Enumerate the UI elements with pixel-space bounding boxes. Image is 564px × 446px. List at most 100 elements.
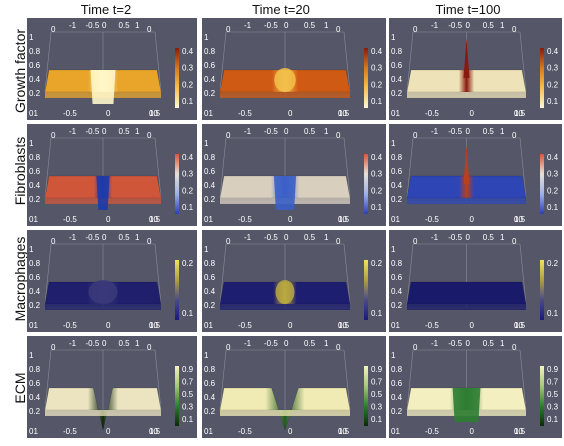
panel-background bbox=[202, 336, 386, 438]
y-axis-tick-label: 0.6 bbox=[391, 61, 403, 70]
colorbar-tick-label: 0.1 bbox=[547, 203, 559, 212]
bottom-axis-tick-label: -0.5 bbox=[63, 321, 77, 330]
colorbar-tick-label: 0.5 bbox=[182, 390, 194, 399]
y-axis-tick-label: 0.8 bbox=[204, 47, 216, 56]
top-axis-tick-label: -1 bbox=[69, 233, 77, 242]
colorbar bbox=[540, 48, 544, 108]
top-axis-tick-label: 0.5 bbox=[304, 339, 316, 348]
colorbar-tick-label: 0.4 bbox=[182, 153, 194, 162]
top-axis-tick-label: -0.5 bbox=[448, 127, 462, 136]
panel-background bbox=[202, 18, 386, 120]
top-axis-tick-label: 0.5 bbox=[119, 233, 131, 242]
bottom-axis-tick-label: 10 bbox=[514, 427, 523, 436]
top-axis-tick-label: 0 bbox=[336, 343, 341, 352]
top-axis-tick-label: 0 bbox=[147, 237, 152, 246]
bottom-axis-tick-label: 0 bbox=[470, 109, 475, 118]
surface-plot-svg: 0.20.1-1 -0.5 0 0.5 10 010.80.60.40.201 -0.5 0 0… bbox=[389, 230, 562, 332]
bottom-axis-tick-label: 01 bbox=[391, 321, 400, 330]
bottom-axis-tick-label: 01 bbox=[391, 427, 400, 436]
bottom-axis-tick-label: 01 bbox=[29, 109, 38, 118]
colorbar-tick-label: 0.1 bbox=[182, 97, 194, 106]
y-axis-tick-label: 0.2 bbox=[29, 195, 41, 204]
bottom-axis-tick-label: 01 bbox=[204, 427, 213, 436]
colorbar-tick-label: 0.2 bbox=[547, 186, 559, 195]
bottom-axis-tick-label: 10 bbox=[514, 109, 523, 118]
y-axis-tick-label: 0.2 bbox=[204, 301, 216, 310]
y-axis-tick-label: 0.4 bbox=[204, 393, 216, 402]
y-axis-tick-label: 0.4 bbox=[391, 181, 403, 190]
surface-plot-svg: 0.40.30.20.1-1 -0.5 0 0.5 10 010.80.60.40.201… bbox=[202, 124, 386, 226]
y-axis-tick-label: 1 bbox=[204, 245, 209, 254]
top-axis-tick-label: 0 bbox=[466, 233, 471, 242]
bottom-axis-tick-label: 01 bbox=[204, 109, 213, 118]
panel-background bbox=[389, 18, 562, 120]
surface-front-face bbox=[220, 92, 350, 98]
bottom-axis-tick-label: 01 bbox=[204, 321, 213, 330]
top-axis-tick-label: 0 bbox=[512, 25, 517, 34]
colorbar-tick-label: 0.3 bbox=[371, 170, 383, 179]
y-axis-tick-label: 0.2 bbox=[391, 195, 403, 204]
y-axis-tick-label: 0.2 bbox=[204, 407, 216, 416]
bottom-axis-tick-label: 0.5 bbox=[338, 427, 350, 436]
column-title: Time t=20 bbox=[252, 2, 310, 17]
colorbar-tick-label: 0.1 bbox=[182, 415, 194, 424]
y-axis-tick-label: 0.4 bbox=[391, 75, 403, 84]
top-axis-tick-label: 1 bbox=[135, 127, 140, 136]
top-axis-tick-label: 0 bbox=[147, 343, 152, 352]
top-axis-tick-label: 0 bbox=[284, 339, 289, 348]
axis-grid-line bbox=[219, 349, 227, 411]
colorbar-tick-label: 0.5 bbox=[547, 390, 559, 399]
y-axis-tick-label: 0.4 bbox=[29, 393, 41, 402]
colorbar-tick-label: 0.3 bbox=[182, 170, 194, 179]
bottom-axis-tick-label: 0 bbox=[470, 215, 475, 224]
colorbar-tick-label: 0.2 bbox=[182, 259, 194, 268]
center-dip bbox=[273, 176, 297, 210]
axis-grid-line bbox=[44, 31, 52, 93]
row-title: ECM bbox=[12, 372, 28, 404]
top-axis-tick-label: 0.5 bbox=[304, 127, 316, 136]
top-axis-tick-label: -1 bbox=[69, 21, 77, 30]
colorbar-tick-label: 0.1 bbox=[547, 309, 559, 318]
top-axis-tick-label: 0.5 bbox=[304, 233, 316, 242]
top-axis-tick-label: 0 bbox=[284, 21, 289, 30]
top-axis-tick-label: 1 bbox=[324, 233, 329, 242]
axis-grid-line bbox=[44, 349, 52, 411]
y-axis-tick-label: 0.2 bbox=[29, 407, 41, 416]
colorbar bbox=[175, 48, 179, 108]
surface-plot-panel: 0.4 0.3 0.2 0.1 -1 -0.5 0 0.5 1 0 0 1 0.8 0.6 0.4 0.2 01… bbox=[27, 18, 197, 120]
surface-plot-panel: 0.2 0.1 -1 -0.5 0 0.5 1 0 0 1 0.8 0.6 0.4 0.2 01 -0.5 0 0… bbox=[202, 230, 386, 332]
bottom-axis-tick-label: 0.5 bbox=[149, 427, 161, 436]
panel-background bbox=[27, 336, 197, 438]
top-axis-tick-label: -0.5 bbox=[264, 339, 278, 348]
bottom-axis-tick-label: -0.5 bbox=[425, 427, 439, 436]
top-axis-tick-label: -1 bbox=[244, 127, 252, 136]
column-title: Time t=100 bbox=[435, 2, 501, 17]
top-axis-tick-label: 0 bbox=[336, 25, 341, 34]
bottom-axis-tick-label: 0 bbox=[470, 321, 475, 330]
row-title: Growth factor bbox=[12, 28, 28, 114]
y-axis-tick-label: 0.8 bbox=[29, 153, 41, 162]
colorbar-tick-label: 0.2 bbox=[371, 80, 383, 89]
y-axis-tick-label: 0.8 bbox=[204, 365, 216, 374]
axis-grid-line bbox=[154, 349, 162, 411]
y-axis-tick-label: 0.6 bbox=[391, 167, 403, 176]
surface-plot-svg: 0.40.30.20.1-1 -0.5 0 0.5 10 010.80.60.40.201… bbox=[389, 124, 562, 226]
colorbar bbox=[364, 366, 368, 426]
bottom-axis-tick-label: 10 bbox=[338, 321, 347, 330]
bottom-axis-tick-label: 01 bbox=[391, 215, 400, 224]
y-axis-tick-label: 1 bbox=[391, 351, 396, 360]
axis-grid-line bbox=[343, 243, 351, 305]
top-axis-tick-label: 0 bbox=[147, 131, 152, 140]
colorbar bbox=[364, 260, 368, 320]
axis-grid-line bbox=[519, 31, 527, 93]
y-axis-tick-label: 1 bbox=[29, 351, 34, 360]
bottom-axis-tick-label: 10 bbox=[338, 215, 347, 224]
colorbar-tick-label: 0.4 bbox=[371, 153, 383, 162]
y-axis-tick-label: 0.8 bbox=[29, 365, 41, 374]
top-axis-tick-label: 0 bbox=[51, 131, 56, 140]
y-axis-tick-label: 1 bbox=[29, 245, 34, 254]
bottom-axis-tick-label: 0 bbox=[288, 427, 293, 436]
row-title: Fibroblasts bbox=[12, 136, 28, 206]
bottom-axis-tick-label: 0.5 bbox=[514, 427, 526, 436]
y-axis-tick-label: 0.2 bbox=[391, 89, 403, 98]
